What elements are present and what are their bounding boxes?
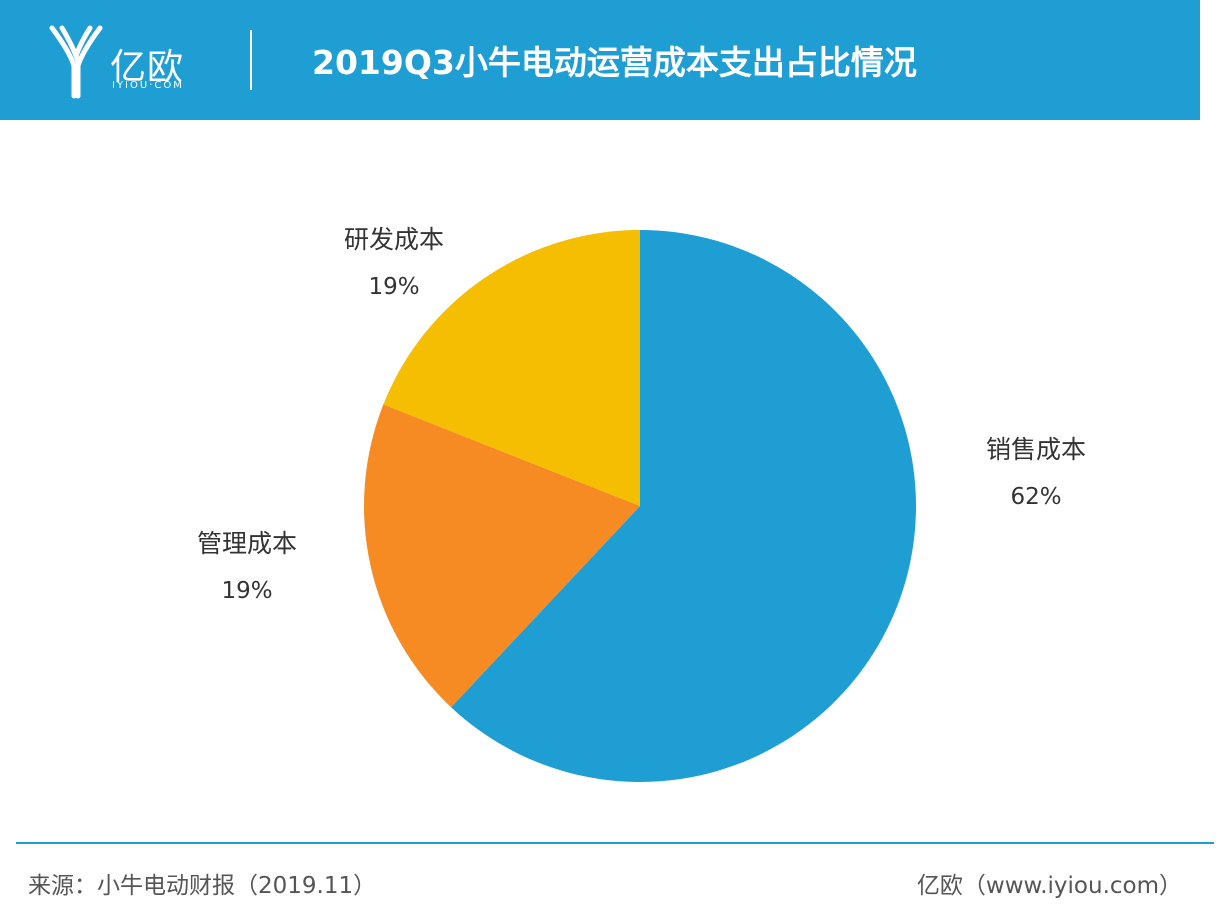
logo: 亿欧 IYIOU·COM xyxy=(48,22,218,100)
header-divider xyxy=(250,30,252,90)
source-note: 来源：小牛电动财报（2019.11） xyxy=(28,873,377,899)
pie-chart: 销售成本 62% 管理成本 19% 研发成本 19% xyxy=(197,225,1086,782)
footer-divider xyxy=(16,842,1214,844)
logo-subtext: IYIOU·COM xyxy=(112,80,184,91)
pie-slice-2 xyxy=(383,230,640,506)
pie-slice-0 xyxy=(451,230,916,782)
logo-mark-icon xyxy=(49,25,103,99)
slice-value-label-1: 19% xyxy=(221,578,272,604)
slice-value-label-0: 62% xyxy=(1010,484,1061,510)
pie-slice-1 xyxy=(364,404,640,708)
site-credit: 亿欧（www.iyiou.com） xyxy=(916,873,1182,899)
slice-label-0: 销售成本 xyxy=(986,435,1086,464)
slice-label-1: 管理成本 xyxy=(197,529,297,558)
page-title: 2019Q3小牛电动运营成本支出占比情况 xyxy=(312,43,917,82)
logo-text: 亿欧 xyxy=(110,47,185,88)
header-banner: 亿欧 IYIOU·COM 2019Q3小牛电动运营成本支出占比情况 xyxy=(0,0,1200,120)
slice-label-2: 研发成本 xyxy=(344,225,444,254)
slice-value-label-2: 19% xyxy=(368,274,419,300)
